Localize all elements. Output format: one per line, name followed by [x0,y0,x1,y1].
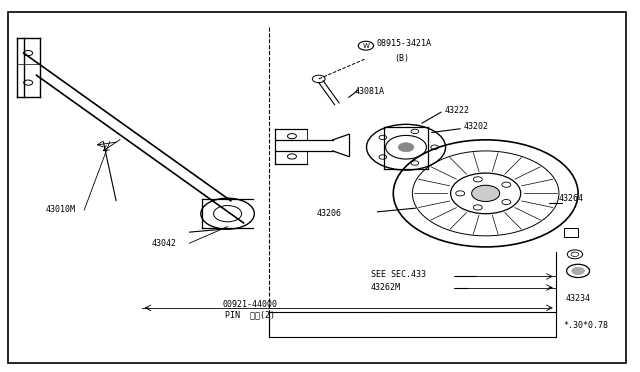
Text: 08915-3421A: 08915-3421A [376,39,431,48]
Circle shape [572,267,584,275]
Text: 43234: 43234 [565,294,590,303]
Text: 43264: 43264 [559,195,584,203]
Text: 43206: 43206 [317,209,342,218]
Circle shape [398,143,413,152]
FancyBboxPatch shape [8,13,626,363]
Text: 43042: 43042 [151,239,176,248]
Circle shape [472,185,500,202]
Text: 43262M: 43262M [371,283,401,292]
Text: (B): (B) [394,54,410,63]
Text: SEE SEC.433: SEE SEC.433 [371,270,426,279]
Text: 43222: 43222 [444,106,469,115]
Text: PIN  ビン(2): PIN ビン(2) [225,311,275,320]
FancyBboxPatch shape [564,228,578,237]
Text: 43081A: 43081A [355,87,385,96]
Text: *.30*0.78: *.30*0.78 [563,321,609,330]
Text: 00921-44000: 00921-44000 [223,300,277,309]
Text: 43202: 43202 [463,122,488,131]
Text: W: W [362,43,369,49]
Text: 43010M: 43010M [46,205,76,215]
